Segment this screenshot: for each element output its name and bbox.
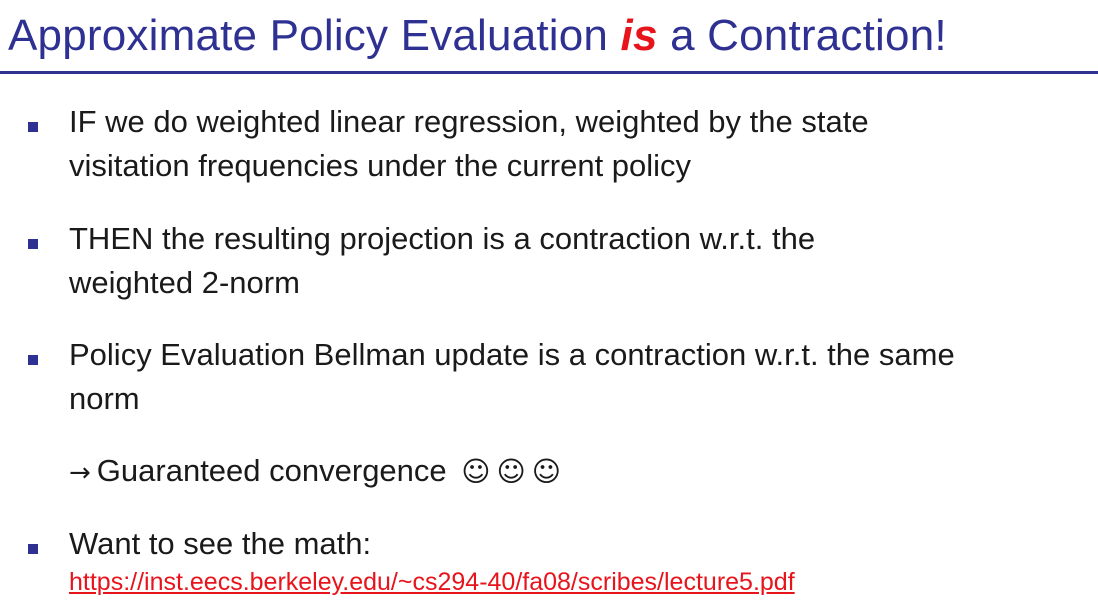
smiley-icon: ☺ [531, 455, 561, 488]
title-emphasis: is [620, 11, 658, 60]
slide-title: Approximate Policy Evaluation is a Contr… [8, 6, 1093, 66]
bullet-line: Policy Evaluation Bellman update is a co… [69, 337, 955, 372]
bullet-line: weighted 2-norm [69, 265, 300, 300]
bullet-square-icon [28, 544, 38, 554]
right-arrow-icon: → [69, 458, 91, 488]
bullet-line: visitation frequencies under the current… [69, 148, 692, 183]
bullet-item-bellman-update: Policy Evaluation Bellman update is a co… [69, 333, 1079, 421]
bullet-line: Want to see the math: [69, 526, 372, 561]
bullet-line: IF we do weighted linear regression, wei… [69, 104, 869, 139]
smiley-icon: ☺ [461, 455, 491, 488]
bullet-line: norm [69, 381, 140, 416]
bullet-square-icon [28, 355, 38, 365]
conclusion-text: Guaranteed convergence [96, 453, 447, 488]
bullet-item-projection: THEN the resulting projection is a contr… [69, 217, 1079, 305]
smiley-icon: ☺ [496, 455, 526, 488]
bullet-item-weighted-regression: IF we do weighted linear regression, wei… [69, 100, 1079, 188]
bullet-item-math: Want to see the math: [69, 522, 1079, 566]
title-text-part2: a Contraction! [657, 11, 947, 60]
bullet-square-icon [28, 239, 38, 249]
title-divider [0, 71, 1098, 74]
title-text-part1: Approximate Policy Evaluation [8, 11, 621, 60]
conclusion-line: → Guaranteed convergence ☺ ☺ ☺ [69, 449, 561, 495]
bullet-square-icon [28, 122, 38, 132]
bullet-line: THEN the resulting projection is a contr… [69, 221, 816, 256]
lecture-notes-link[interactable]: https://inst.eecs.berkeley.edu/~cs294-40… [69, 568, 795, 596]
